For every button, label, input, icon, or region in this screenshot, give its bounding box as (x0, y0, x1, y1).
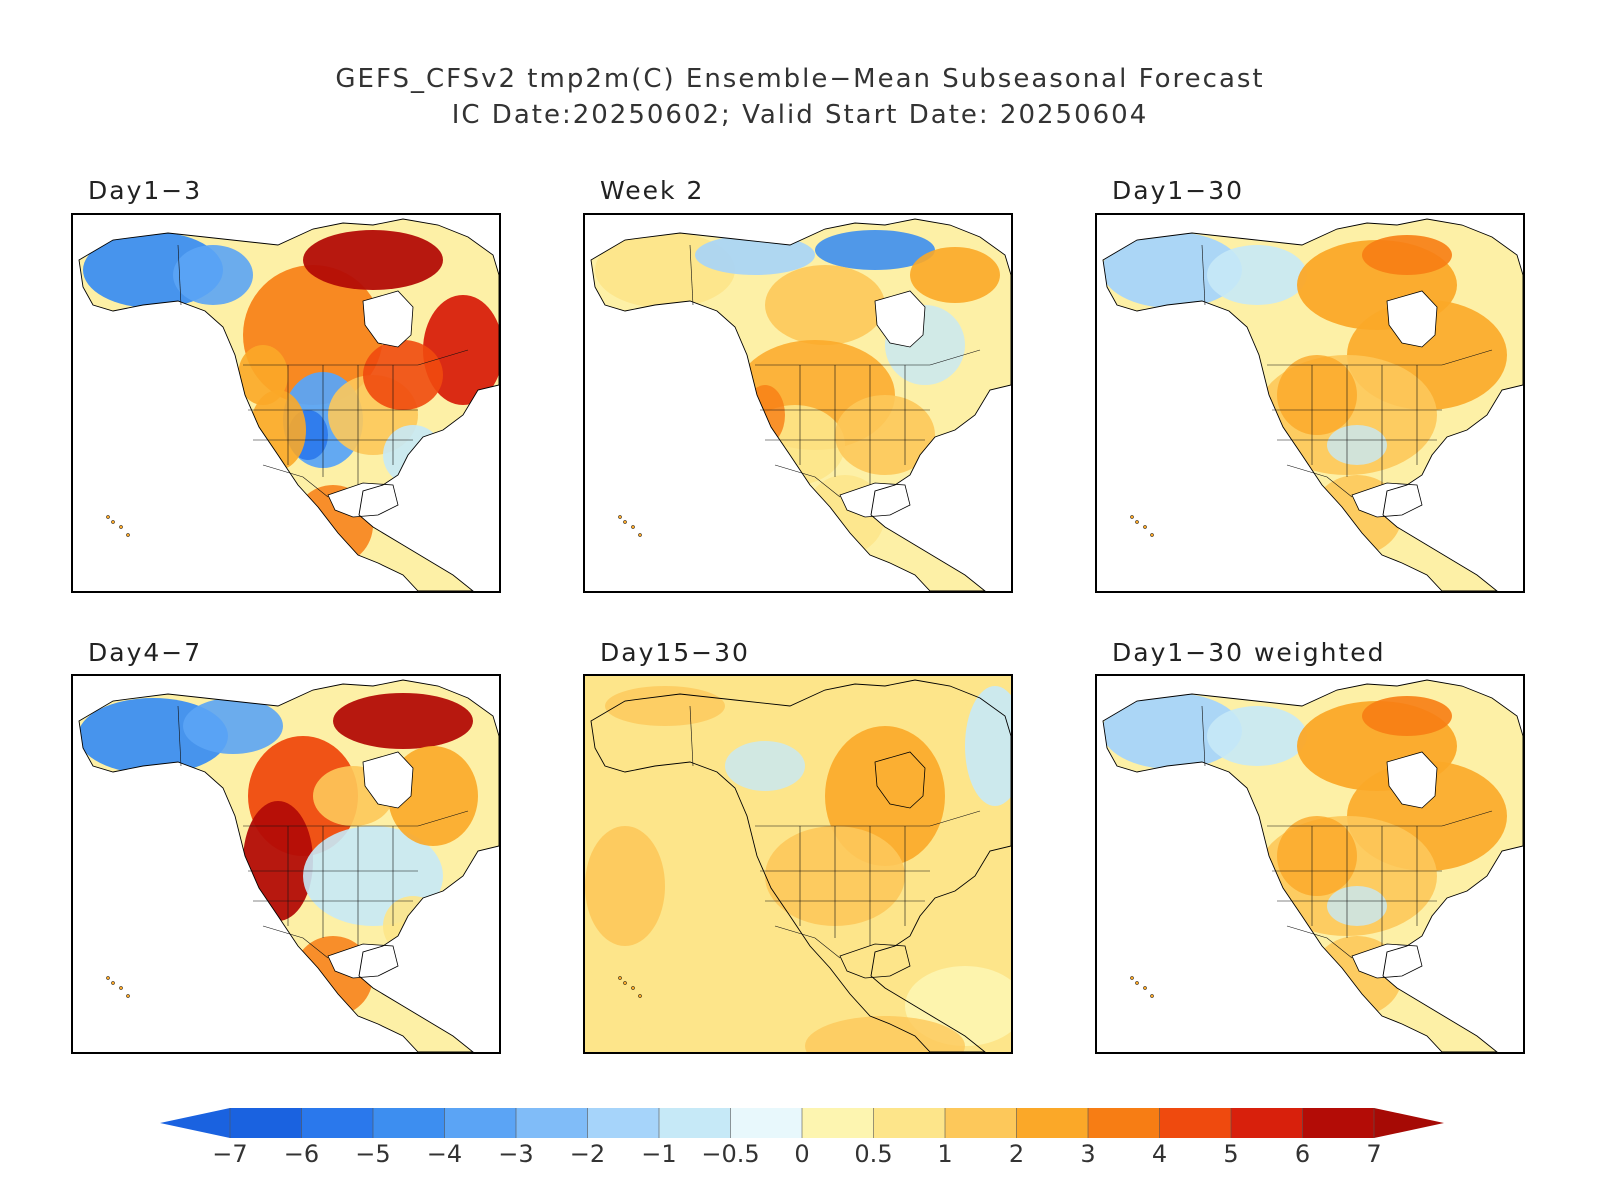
panel-label-day4-7: Day4−7 (88, 638, 203, 667)
colorbar-tick-label: 4 (1151, 1140, 1168, 1168)
colorbar-tick-label: −2 (569, 1140, 606, 1168)
colorbar-swatch (802, 1108, 874, 1138)
colorbar-tick-label: 3 (1080, 1140, 1096, 1168)
colorbar-swatch (230, 1108, 302, 1138)
map-day4-7 (71, 674, 501, 1054)
panel-label-day15-30: Day15−30 (600, 638, 750, 667)
coastline (590, 679, 1011, 1052)
colorbar-swatch (373, 1108, 445, 1138)
colorbar-swatch (873, 1108, 946, 1138)
colorbar-swatch (1016, 1108, 1089, 1138)
map-day1-3 (71, 213, 501, 593)
colorbar-tick-label: −6 (283, 1140, 320, 1168)
colorbar-tick-label: 2 (1008, 1140, 1025, 1168)
colorbar-swatch (1302, 1108, 1375, 1138)
colorbar-right-arrow (1374, 1108, 1444, 1138)
map-day15-30 (583, 674, 1013, 1054)
colorbar-tick-label: −1 (641, 1140, 677, 1168)
coastline (590, 218, 1011, 591)
colorbar-swatch (444, 1108, 517, 1138)
colorbar (160, 1108, 1444, 1138)
colorbar-tick-label: −0.5 (701, 1140, 760, 1168)
colorbar-swatch (587, 1108, 660, 1138)
colorbar-swatch (301, 1108, 374, 1138)
coastline (1102, 679, 1523, 1052)
colorbar-swatch (516, 1108, 588, 1138)
colorbar-tick-label: 6 (1294, 1140, 1311, 1168)
colorbar-tick-label: 1 (937, 1140, 953, 1168)
colorbar-tick-label: −3 (498, 1140, 534, 1168)
colorbar-tick-label: −7 (212, 1140, 248, 1168)
panel-label-day1-30: Day1−30 (1112, 176, 1245, 205)
colorbar-tick-label: 0.5 (854, 1140, 893, 1168)
colorbar-swatch (659, 1108, 731, 1138)
panel-label-day1-30-weighted: Day1−30 weighted (1112, 638, 1386, 667)
colorbar-swatch (945, 1108, 1017, 1138)
colorbar-tick-label: 0 (794, 1140, 810, 1168)
colorbar-swatch (730, 1108, 803, 1138)
panel-label-day1-3: Day1−3 (88, 176, 203, 205)
colorbar-tick-label: −5 (355, 1140, 391, 1168)
coastline (1102, 218, 1523, 591)
colorbar-left-arrow (160, 1108, 230, 1138)
colorbar-swatch (1159, 1108, 1232, 1138)
figure-subtitle: IC Date:20250602; Valid Start Date: 2025… (451, 100, 1149, 130)
colorbar-swatch (1088, 1108, 1160, 1138)
colorbar-tick-label: 5 (1223, 1140, 1239, 1168)
colorbar-tick-label: −4 (426, 1140, 463, 1168)
coastline (78, 679, 499, 1052)
colorbar-tick-label: 7 (1366, 1140, 1382, 1168)
map-week2 (583, 213, 1013, 593)
panel-label-week2: Week 2 (600, 176, 705, 205)
map-day1-30 (1095, 213, 1525, 593)
map-day1-30-weighted (1095, 674, 1525, 1054)
figure-title: GEFS_CFSv2 tmp2m(C) Ensemble−Mean Subsea… (335, 64, 1265, 94)
colorbar-swatch (1231, 1108, 1303, 1138)
coastline (78, 218, 499, 591)
